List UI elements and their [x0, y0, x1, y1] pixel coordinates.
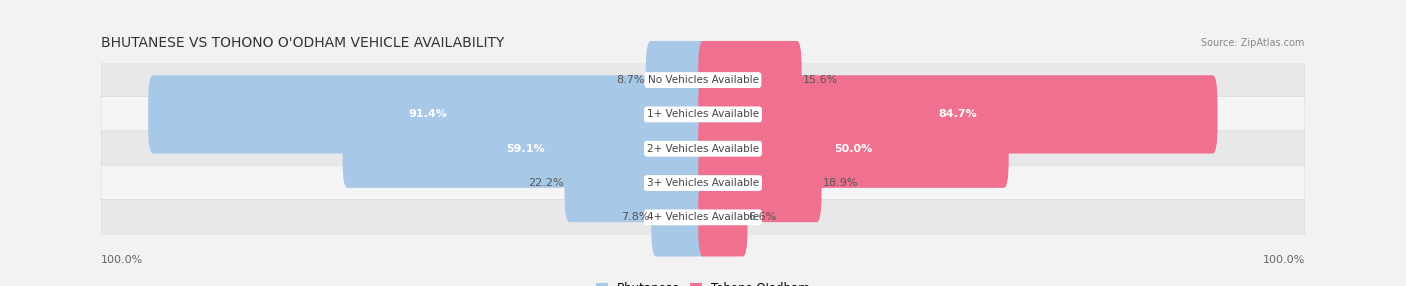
Text: 84.7%: 84.7%: [938, 110, 977, 119]
Text: Source: ZipAtlas.com: Source: ZipAtlas.com: [1201, 38, 1305, 48]
Text: 4+ Vehicles Available: 4+ Vehicles Available: [647, 212, 759, 222]
FancyBboxPatch shape: [699, 41, 801, 119]
FancyBboxPatch shape: [699, 144, 821, 222]
Text: 22.2%: 22.2%: [527, 178, 564, 188]
Legend: Bhutanese, Tohono O'odham: Bhutanese, Tohono O'odham: [592, 277, 814, 286]
FancyBboxPatch shape: [651, 178, 707, 257]
Text: 1+ Vehicles Available: 1+ Vehicles Available: [647, 110, 759, 119]
Text: 59.1%: 59.1%: [506, 144, 544, 154]
Text: BHUTANESE VS TOHONO O'ODHAM VEHICLE AVAILABILITY: BHUTANESE VS TOHONO O'ODHAM VEHICLE AVAI…: [101, 36, 505, 50]
Text: 7.8%: 7.8%: [621, 212, 650, 222]
Text: No Vehicles Available: No Vehicles Available: [648, 75, 758, 85]
Text: 8.7%: 8.7%: [616, 75, 644, 85]
FancyBboxPatch shape: [101, 62, 1305, 98]
FancyBboxPatch shape: [565, 144, 707, 222]
FancyBboxPatch shape: [645, 41, 707, 119]
Text: 2+ Vehicles Available: 2+ Vehicles Available: [647, 144, 759, 154]
FancyBboxPatch shape: [101, 165, 1305, 201]
FancyBboxPatch shape: [148, 75, 707, 154]
Text: 50.0%: 50.0%: [834, 144, 873, 154]
Text: 15.6%: 15.6%: [803, 75, 838, 85]
Text: 18.9%: 18.9%: [823, 178, 858, 188]
FancyBboxPatch shape: [699, 75, 1218, 154]
FancyBboxPatch shape: [101, 200, 1305, 235]
Text: 3+ Vehicles Available: 3+ Vehicles Available: [647, 178, 759, 188]
FancyBboxPatch shape: [101, 97, 1305, 132]
FancyBboxPatch shape: [699, 178, 748, 257]
Text: 91.4%: 91.4%: [409, 110, 447, 119]
Text: 100.0%: 100.0%: [1263, 255, 1305, 265]
FancyBboxPatch shape: [343, 110, 707, 188]
Text: 100.0%: 100.0%: [101, 255, 143, 265]
FancyBboxPatch shape: [101, 131, 1305, 166]
Text: 6.6%: 6.6%: [749, 212, 778, 222]
FancyBboxPatch shape: [699, 110, 1008, 188]
